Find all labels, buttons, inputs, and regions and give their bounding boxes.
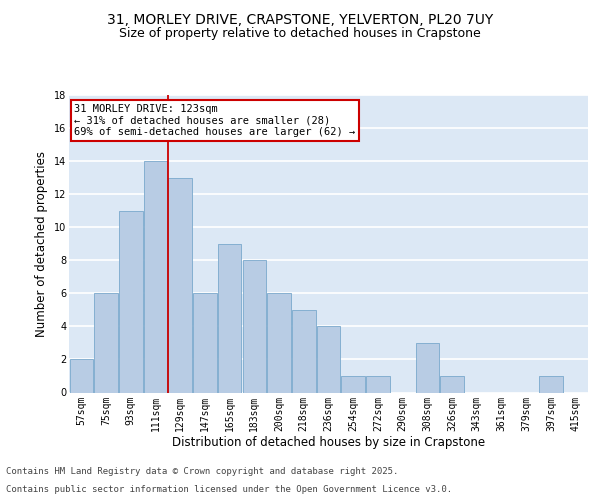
Bar: [70, 360, 93, 392]
Bar: [416, 343, 439, 392]
Bar: [366, 376, 389, 392]
Text: Contains public sector information licensed under the Open Government Licence v3: Contains public sector information licen…: [6, 485, 452, 494]
Text: Size of property relative to detached houses in Crapstone: Size of property relative to detached ho…: [119, 28, 481, 40]
Bar: [317, 326, 340, 392]
Bar: [268, 294, 291, 392]
Bar: [440, 376, 464, 392]
Bar: [218, 244, 241, 392]
Bar: [119, 210, 143, 392]
Text: 31, MORLEY DRIVE, CRAPSTONE, YELVERTON, PL20 7UY: 31, MORLEY DRIVE, CRAPSTONE, YELVERTON, …: [107, 12, 493, 26]
Bar: [193, 294, 217, 392]
Text: 31 MORLEY DRIVE: 123sqm
← 31% of detached houses are smaller (28)
69% of semi-de: 31 MORLEY DRIVE: 123sqm ← 31% of detache…: [74, 104, 355, 137]
Bar: [539, 376, 563, 392]
Y-axis label: Number of detached properties: Number of detached properties: [35, 151, 48, 337]
Bar: [144, 161, 167, 392]
X-axis label: Distribution of detached houses by size in Crapstone: Distribution of detached houses by size …: [172, 436, 485, 449]
Bar: [169, 178, 192, 392]
Bar: [341, 376, 365, 392]
Bar: [242, 260, 266, 392]
Bar: [94, 294, 118, 392]
Bar: [292, 310, 316, 392]
Text: Contains HM Land Registry data © Crown copyright and database right 2025.: Contains HM Land Registry data © Crown c…: [6, 467, 398, 476]
